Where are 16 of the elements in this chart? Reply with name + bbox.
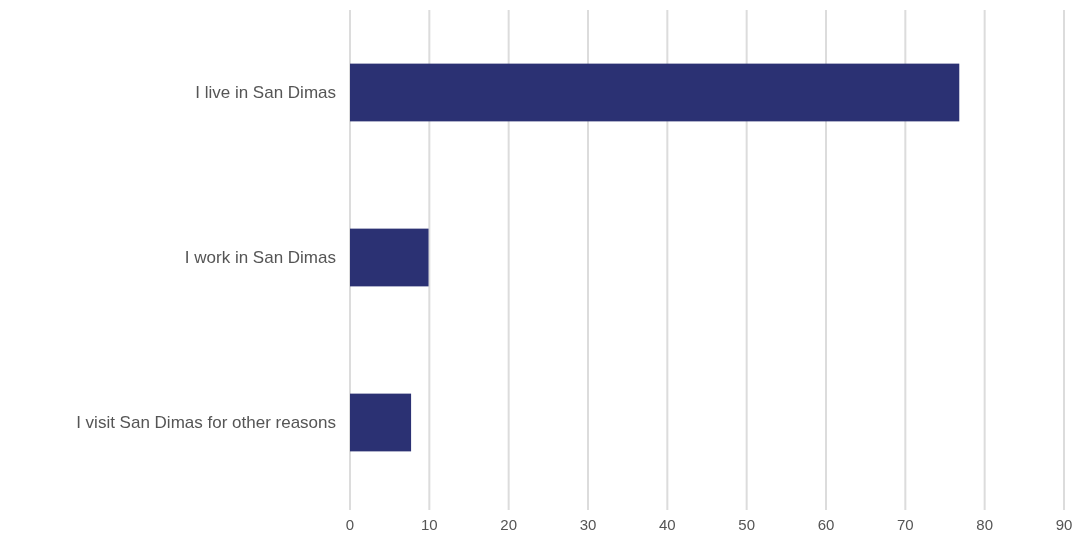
bar (350, 228, 429, 287)
x-tick-label: 80 (976, 516, 994, 533)
x-tick-label: 30 (579, 516, 597, 533)
x-tick-label: 60 (817, 516, 835, 533)
x-tick-label: 0 (345, 516, 355, 533)
bar (350, 63, 960, 122)
y-tick-label: I live in San Dimas (195, 83, 336, 103)
bar (350, 393, 412, 452)
y-tick-label: I work in San Dimas (184, 248, 336, 268)
x-tick-label: 10 (420, 516, 438, 533)
x-tick-label: 90 (1055, 516, 1073, 533)
x-tick-label: 50 (738, 516, 756, 533)
x-tick-label: 70 (896, 516, 914, 533)
y-tick-label: I visit San Dimas for other reasons (76, 413, 336, 433)
x-tick-label: 20 (500, 516, 518, 533)
x-tick-label: 40 (658, 516, 676, 533)
